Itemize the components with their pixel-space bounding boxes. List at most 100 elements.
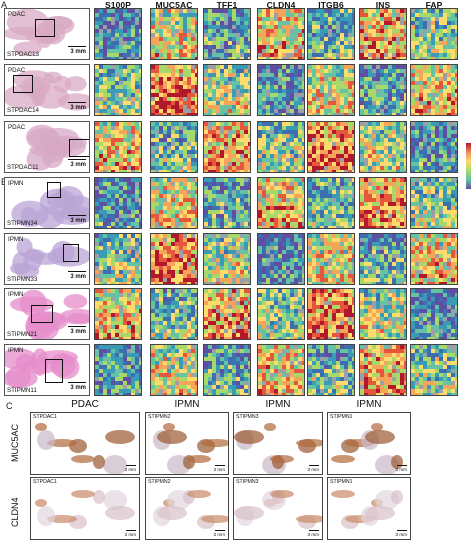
stained-tissue	[201, 515, 228, 523]
ihc-group-title: PDAC	[71, 399, 99, 410]
sample-type-label: PDAC	[8, 11, 26, 18]
expression-heatmap	[94, 64, 142, 116]
scale-bar-label: 3 mm	[124, 532, 136, 537]
stained-tissue	[105, 506, 135, 520]
expression-heatmap	[94, 8, 142, 60]
expression-heatmap	[410, 233, 458, 285]
ihc-sample-label: STIPMN2	[148, 414, 171, 420]
stained-tissue	[365, 430, 395, 444]
expression-heatmap	[203, 8, 251, 60]
roi-box	[31, 305, 53, 323]
sample-id-label: STPDAC11	[7, 164, 39, 171]
stained-tissue	[331, 455, 355, 463]
expression-heatmap	[150, 233, 198, 285]
expression-heatmap	[410, 121, 458, 173]
stained-tissue	[296, 439, 322, 447]
roi-box	[69, 139, 89, 157]
scale-bar-label: 3 mm	[307, 532, 319, 537]
he-section-panel: PDAC STPDAC13 3 mm	[4, 8, 90, 60]
gene-header: ITGB6	[318, 0, 344, 10]
scale-bar-label: 3 mm	[213, 467, 225, 472]
scale-bar	[68, 158, 86, 160]
expression-heatmap	[203, 344, 251, 396]
colorbar-tick: 0	[456, 178, 459, 184]
sample-id-label: STPDAC13	[7, 51, 39, 58]
expression-heatmap	[257, 8, 305, 60]
ihc-sample-label: STPDAC1	[33, 414, 57, 420]
scale-bar	[215, 465, 225, 466]
scale-bar	[68, 101, 86, 103]
ihc-image-panel: STPDAC1 3 mm	[30, 412, 140, 475]
expression-heatmap	[359, 121, 407, 173]
expression-heatmap	[257, 288, 305, 340]
ihc-image-panel: STIPMN2 3 mm	[145, 477, 229, 540]
stained-tissue	[270, 455, 294, 463]
roi-box	[45, 359, 63, 383]
ihc-sample-label: STIPMN3	[236, 414, 259, 420]
gene-header: FAP	[425, 0, 443, 10]
tissue-region	[9, 296, 54, 313]
tissue-region	[64, 76, 87, 92]
expression-heatmap	[307, 177, 355, 229]
stained-tissue	[93, 455, 105, 469]
expression-heatmap	[359, 288, 407, 340]
roi-box	[13, 75, 33, 93]
he-section-panel: PDAC STPDAC14 3 mm	[4, 64, 90, 116]
he-section-panel: IPMN STIPMN21 3 mm	[4, 288, 90, 340]
sample-id-label: STIPMN34	[7, 220, 38, 227]
he-section-panel: IPMN STIPMN33 3 mm	[4, 233, 90, 285]
expression-heatmap	[359, 177, 407, 229]
expression-heatmap	[203, 64, 251, 116]
expression-heatmap	[257, 177, 305, 229]
he-section-panel: IPMN STIPMN34 3 mm	[4, 177, 90, 229]
ihc-sample-label: STIPMN2	[148, 479, 171, 485]
ihc-sample-label: STPDAC1	[33, 479, 57, 485]
expression-heatmap	[307, 288, 355, 340]
expression-heatmap	[359, 64, 407, 116]
stained-tissue	[103, 490, 127, 510]
tissue-region	[37, 350, 78, 365]
stained-tissue	[270, 490, 294, 498]
expression-heatmap	[307, 8, 355, 60]
sample-type-label: IPMN	[8, 180, 24, 187]
expression-heatmap	[359, 233, 407, 285]
expression-heatmap	[410, 64, 458, 116]
stained-tissue	[93, 490, 105, 504]
colorbar-tick: 2	[456, 155, 459, 161]
scale-bar	[309, 530, 319, 531]
expression-heatmap	[203, 121, 251, 173]
expression-heatmap	[150, 344, 198, 396]
expression-heatmap	[203, 177, 251, 229]
expression-heatmap	[410, 8, 458, 60]
tissue-region	[62, 195, 89, 219]
tissue-region	[63, 294, 88, 309]
expression-heatmap	[94, 121, 142, 173]
stained-tissue	[371, 423, 383, 431]
sample-id-label: STIPMN33	[7, 276, 38, 283]
ihc-image-panel: STIPMN1 3 mm	[327, 477, 411, 540]
gene-header: CLDN4	[266, 0, 296, 10]
scale-bar-label: 3 mm	[70, 329, 86, 335]
expression-heatmap	[94, 288, 142, 340]
ihc-row-title: MUC5AC	[10, 423, 20, 462]
ihc-sample-label: STIPMN3	[236, 479, 259, 485]
sample-id-label: STIPMN21	[7, 331, 38, 338]
expression-heatmap	[203, 288, 251, 340]
scale-bar	[309, 465, 319, 466]
stained-tissue	[365, 506, 395, 520]
sample-id-label: STIPMN11	[7, 387, 37, 394]
expression-heatmap	[94, 233, 142, 285]
stained-tissue	[187, 490, 211, 498]
expression-heatmap	[150, 288, 198, 340]
colorbar-tick: 1	[456, 167, 459, 172]
scale-bar	[215, 530, 225, 531]
colorbar	[466, 143, 471, 189]
tissue-region	[5, 369, 38, 388]
stained-tissue	[35, 423, 47, 431]
tissue-region	[14, 263, 40, 279]
stained-tissue	[71, 455, 95, 463]
ihc-group-title: IPMN	[265, 399, 291, 410]
expression-heatmap	[257, 233, 305, 285]
tissue-region	[13, 41, 42, 56]
expression-heatmap	[410, 177, 458, 229]
